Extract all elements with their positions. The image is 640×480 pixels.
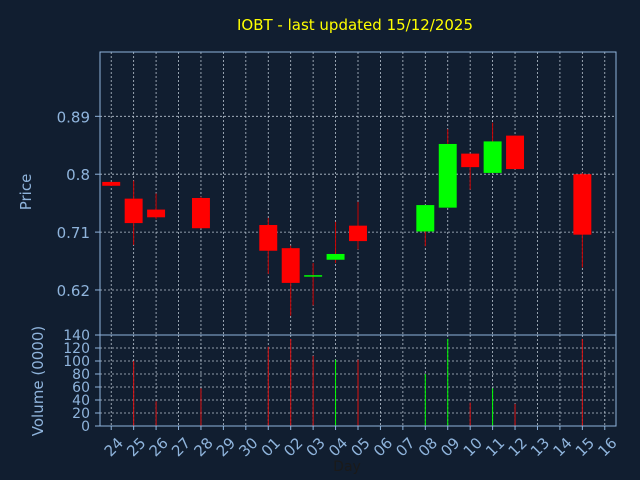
day-axis-label: Day [333,459,361,475]
day-tick-label: 16 [594,434,620,460]
volume-tick-label: 140 [63,328,90,344]
candle-body [102,181,121,186]
volume-tick-label: 60 [72,380,90,396]
price-panel: 0.62 0.71 0.8 0.89 [57,51,617,336]
candle-body [259,225,278,251]
day-axis: 2425262728293001020304050607080910111213… [101,426,621,460]
candle-body [147,209,166,218]
candle-body [349,225,367,242]
volume-tick-label: 40 [72,393,90,409]
volume-axis-label: Volume (0000) [29,326,47,436]
candle-body [438,143,457,208]
volume-tick-label: 120 [63,341,90,357]
volume-tick-label: 20 [72,406,90,422]
candle-body [483,141,502,173]
price-tick-label: 0.8 [66,166,90,184]
volume-tick-label: 0 [81,419,90,435]
volume-tick-label: 80 [72,367,90,383]
price-tick-label: 0.71 [57,224,90,242]
price-tick-label: 0.89 [57,108,90,126]
volume-tick-label: 100 [63,354,90,370]
candle-body [573,174,592,235]
candle-body [326,253,345,260]
chart-title: IOBT - last updated 15/12/2025 [237,16,473,34]
candle-body [191,198,210,229]
price-axis-label: Price [17,174,35,211]
candle-body [506,135,525,170]
candle-body [416,205,435,232]
candle-body [461,153,480,168]
price-tick-label: 0.62 [57,282,90,300]
candle-body [124,198,143,224]
candle-body [281,248,300,283]
candle-body [304,275,323,277]
